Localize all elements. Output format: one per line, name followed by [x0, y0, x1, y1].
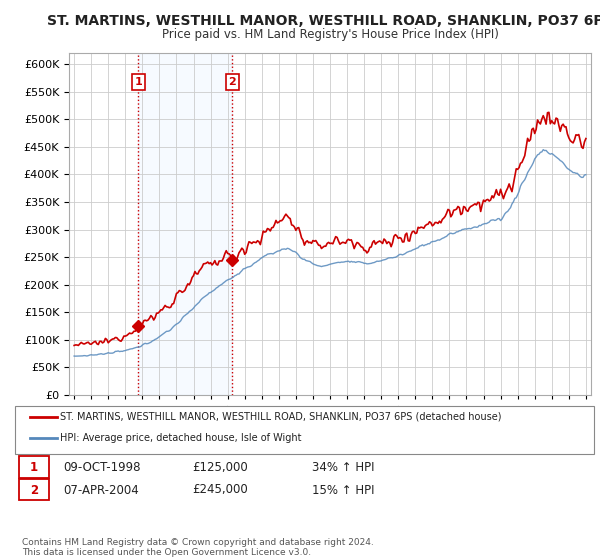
Text: 07-APR-2004: 07-APR-2004: [63, 483, 139, 497]
Text: ST. MARTINS, WESTHILL MANOR, WESTHILL ROAD, SHANKLIN, PO37 6PS: ST. MARTINS, WESTHILL MANOR, WESTHILL RO…: [47, 14, 600, 28]
Text: Price paid vs. HM Land Registry's House Price Index (HPI): Price paid vs. HM Land Registry's House …: [161, 28, 499, 41]
Text: Contains HM Land Registry data © Crown copyright and database right 2024.
This d: Contains HM Land Registry data © Crown c…: [22, 538, 374, 557]
Text: 1: 1: [134, 77, 142, 87]
Text: £245,000: £245,000: [192, 483, 248, 497]
Text: 15% ↑ HPI: 15% ↑ HPI: [312, 483, 374, 497]
Text: 34% ↑ HPI: 34% ↑ HPI: [312, 461, 374, 474]
Text: HPI: Average price, detached house, Isle of Wight: HPI: Average price, detached house, Isle…: [60, 433, 302, 443]
Text: ST. MARTINS, WESTHILL MANOR, WESTHILL ROAD, SHANKLIN, PO37 6PS (detached house): ST. MARTINS, WESTHILL MANOR, WESTHILL RO…: [60, 412, 502, 422]
Text: £125,000: £125,000: [192, 461, 248, 474]
Bar: [139, 53, 232, 395]
Text: 2: 2: [229, 77, 236, 87]
Text: 2: 2: [30, 483, 38, 497]
Text: 09-OCT-1998: 09-OCT-1998: [63, 461, 140, 474]
Text: 1: 1: [30, 461, 38, 474]
